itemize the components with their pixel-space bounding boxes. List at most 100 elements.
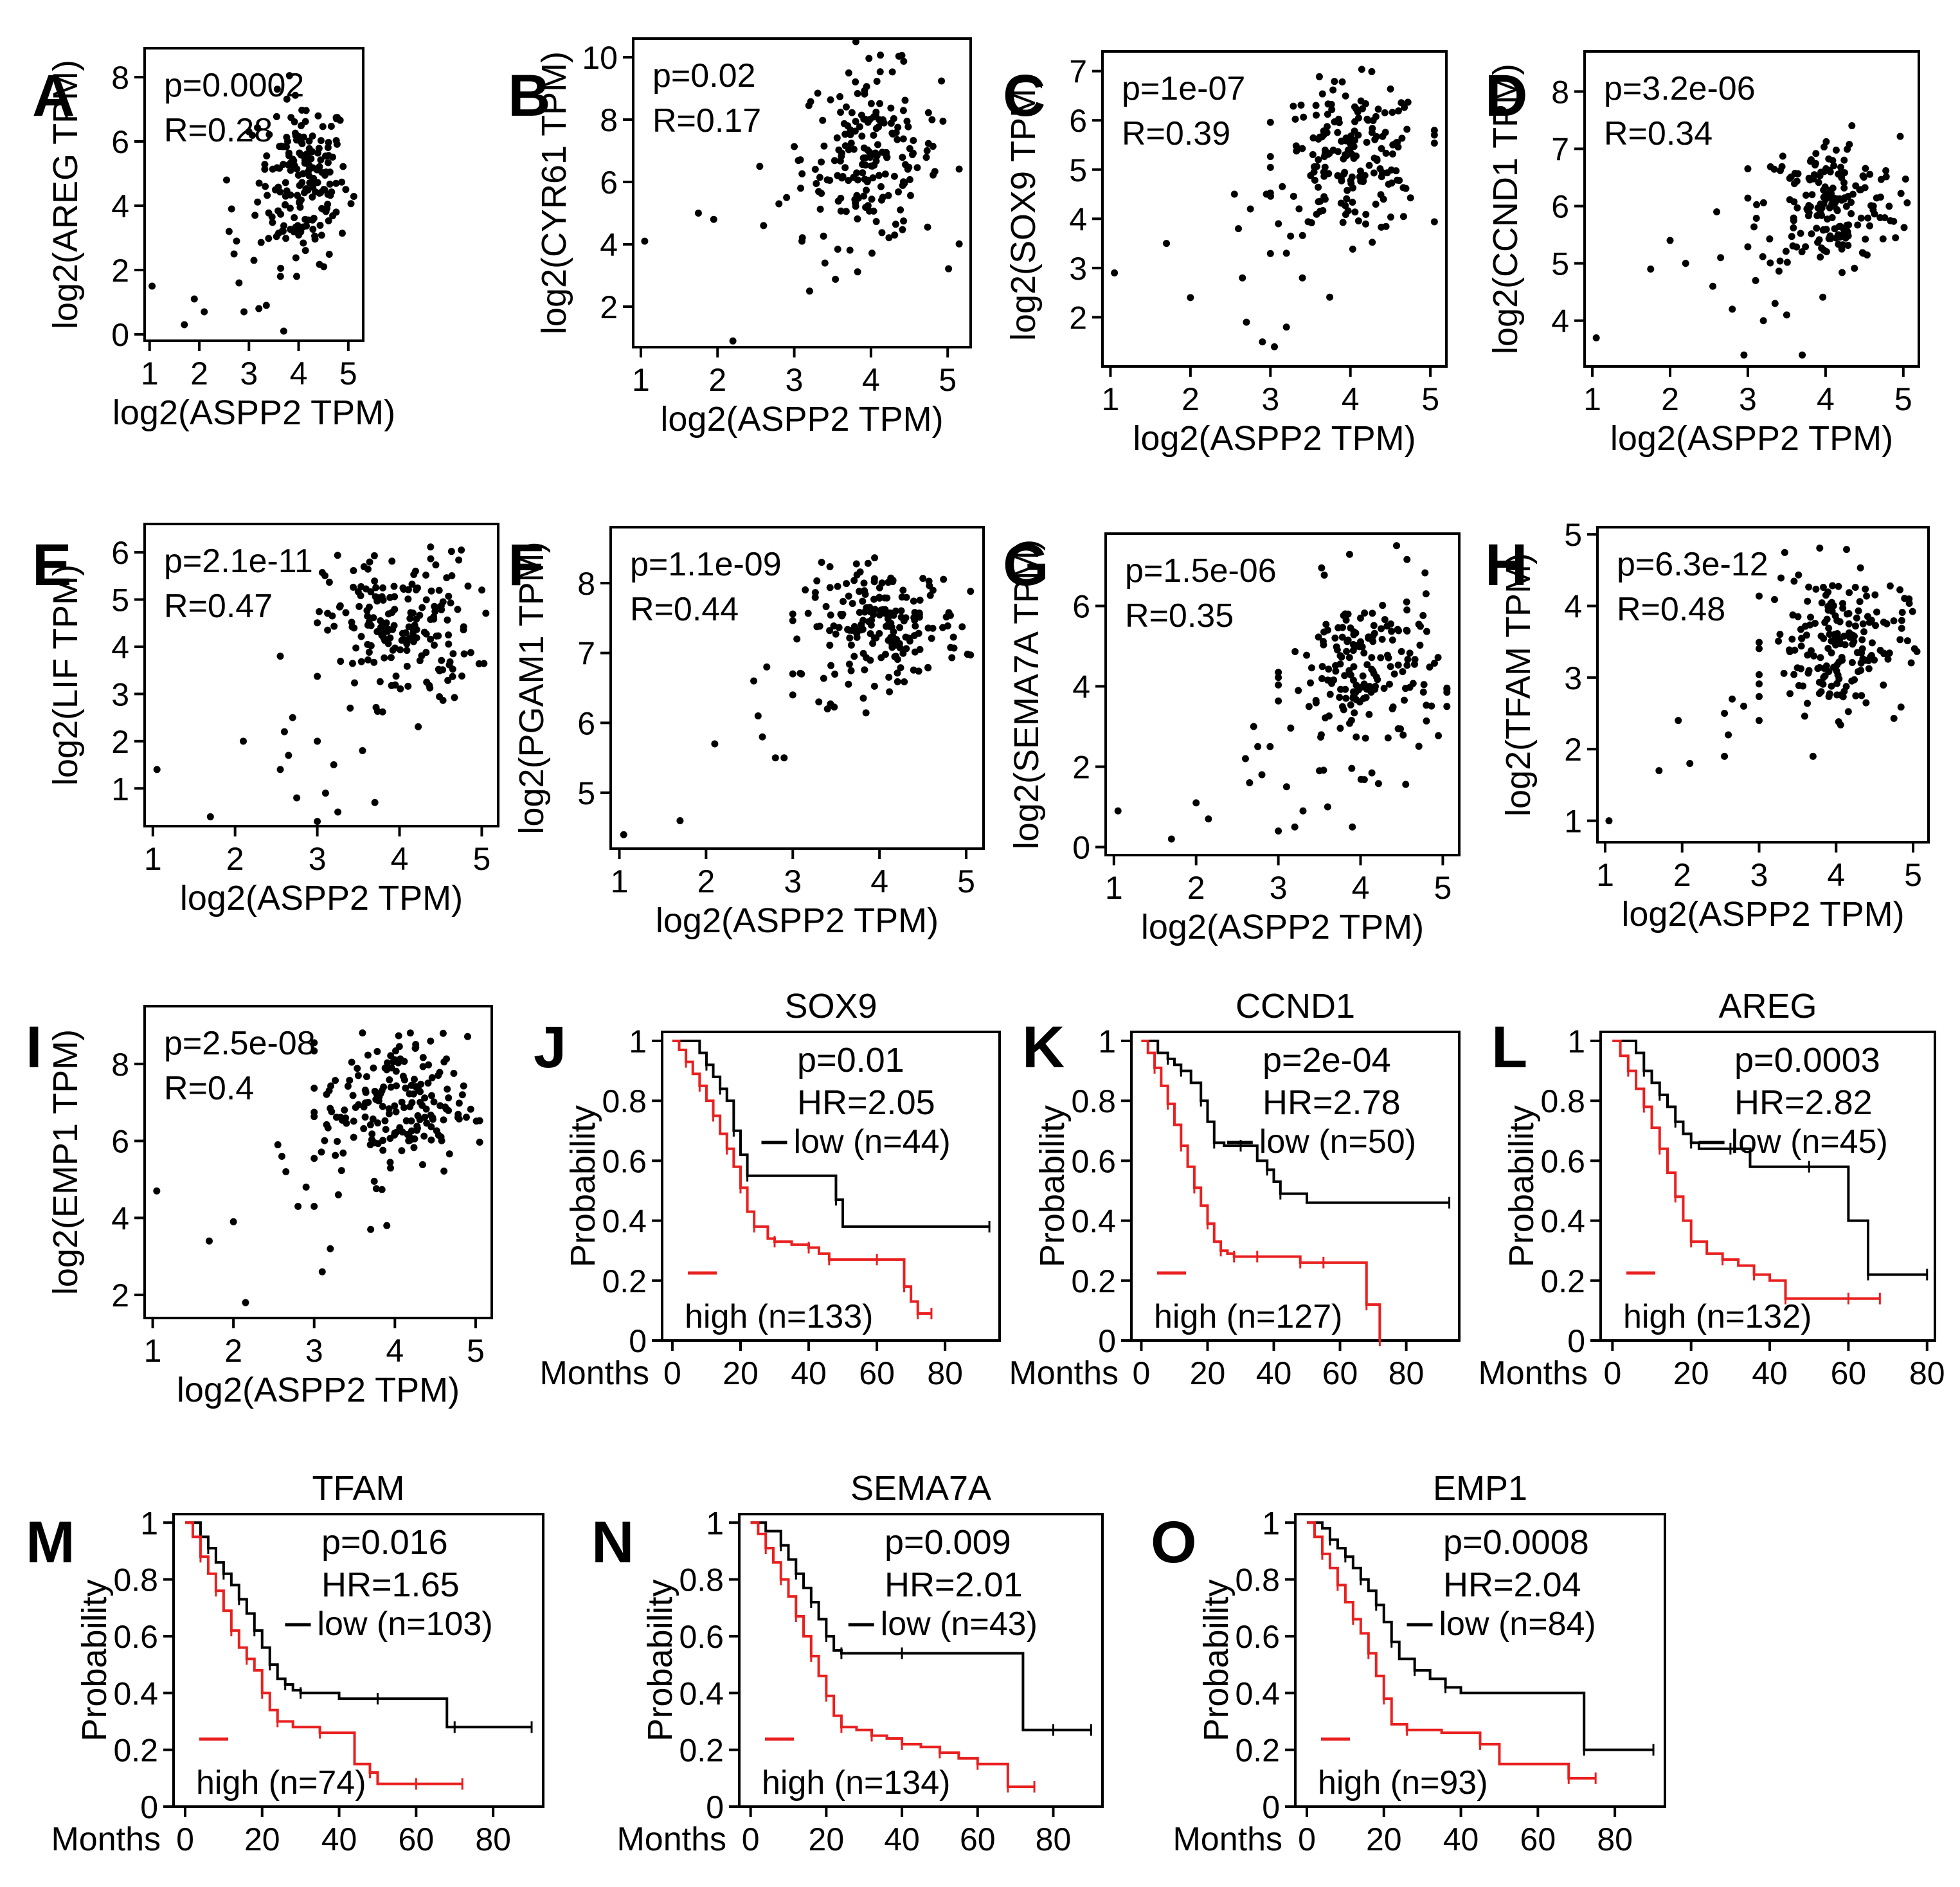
data-point [1833, 206, 1840, 213]
data-point [388, 654, 395, 661]
data-point [1833, 147, 1840, 154]
data-point [911, 632, 918, 639]
data-point [837, 109, 844, 116]
data-point [1841, 169, 1848, 176]
x-tick-label: 5 [473, 841, 491, 877]
x-tick-label: 2 [226, 841, 244, 877]
y-tick-label: 2 [600, 289, 618, 325]
data-point [1263, 191, 1270, 198]
data-point [868, 195, 876, 203]
data-point [1816, 545, 1823, 552]
data-point [820, 675, 827, 682]
data-point [1812, 150, 1819, 157]
y-tick-label: 4 [1072, 669, 1090, 705]
data-point [1858, 637, 1866, 644]
data-point [318, 137, 325, 144]
data-point [1767, 260, 1774, 267]
data-point [1431, 140, 1438, 147]
hazard-ratio: HR=2.04 [1443, 1566, 1581, 1604]
data-point [349, 660, 356, 667]
data-point [332, 1077, 339, 1084]
data-point [408, 1117, 415, 1124]
y-tick-label: 8 [1551, 74, 1569, 110]
x-tick-label: 40 [791, 1355, 827, 1391]
data-point [314, 113, 321, 120]
data-point [1271, 343, 1278, 350]
p-value: p=0.0008 [1443, 1523, 1589, 1562]
data-point [1353, 105, 1360, 113]
data-point [896, 624, 903, 631]
x-tick-label: 3 [786, 362, 804, 398]
data-point [1187, 294, 1194, 301]
data-point [1891, 617, 1898, 624]
data-point [350, 1117, 357, 1124]
data-point [1345, 611, 1352, 618]
y-tick-label: 10 [582, 40, 618, 76]
data-point [1293, 142, 1300, 149]
data-point [324, 201, 331, 208]
data-point [1435, 732, 1442, 739]
data-point [827, 611, 834, 618]
data-point [861, 91, 868, 98]
data-point [1852, 584, 1859, 591]
data-point [191, 296, 198, 303]
data-point [226, 228, 233, 235]
data-point [881, 606, 888, 613]
data-point [350, 584, 357, 591]
data-point [295, 231, 302, 239]
data-point [1385, 734, 1392, 741]
data-point [287, 114, 294, 121]
data-point [892, 608, 899, 615]
data-point [840, 598, 847, 605]
panel-b: B1 2 3 4 5246810log2(ASPP2 TPM)log2(CYR61 TP… [508, 38, 971, 438]
data-point [827, 96, 834, 104]
data-point [1828, 200, 1835, 207]
r-value: R=0.4 [164, 1070, 254, 1107]
data-point [1365, 117, 1372, 124]
data-point [1388, 628, 1395, 635]
x-axis-label: log2(ASPP2 TPM) [180, 879, 463, 917]
x-tick-label: 3 [309, 841, 327, 877]
data-point [1369, 239, 1376, 246]
data-point [1368, 654, 1375, 661]
data-point [870, 208, 877, 215]
data-point [1338, 138, 1345, 145]
data-point [458, 546, 465, 554]
data-point [408, 581, 415, 588]
data-point [373, 704, 380, 711]
data-point [1817, 253, 1824, 260]
data-point [420, 1054, 427, 1061]
data-point [482, 609, 489, 617]
y-tick-label: 6 [1072, 589, 1090, 625]
data-point [383, 1222, 390, 1229]
data-point [294, 1203, 301, 1210]
data-point [730, 338, 737, 345]
data-point [1901, 224, 1908, 231]
x-tick-label: 80 [1389, 1355, 1425, 1391]
data-point [1789, 611, 1796, 618]
data-point [1908, 660, 1915, 667]
data-point [418, 653, 425, 660]
data-point [1777, 257, 1784, 264]
panel-g: G1 2 3 4 50246log2(ASPP2 TPM)log2(SEMA7A TPM… [1003, 532, 1459, 946]
data-point [413, 626, 420, 633]
data-point [337, 658, 344, 665]
data-point [1363, 139, 1371, 146]
data-point [780, 754, 787, 761]
data-point [1756, 717, 1763, 724]
data-point [382, 1126, 390, 1133]
data-point [447, 658, 454, 665]
data-point [1846, 141, 1853, 148]
data-point [1647, 266, 1654, 273]
data-point [423, 631, 430, 638]
data-point [1387, 663, 1394, 670]
data-point [927, 592, 934, 599]
data-point [841, 164, 849, 171]
data-point [901, 180, 908, 187]
data-point [440, 1030, 447, 1037]
y-tick-label: 0.4 [113, 1675, 158, 1711]
x-tick-label: 80 [1597, 1821, 1633, 1857]
data-point [1279, 183, 1286, 190]
data-point [1867, 653, 1874, 660]
x-tick-label: 0 [1133, 1355, 1151, 1391]
